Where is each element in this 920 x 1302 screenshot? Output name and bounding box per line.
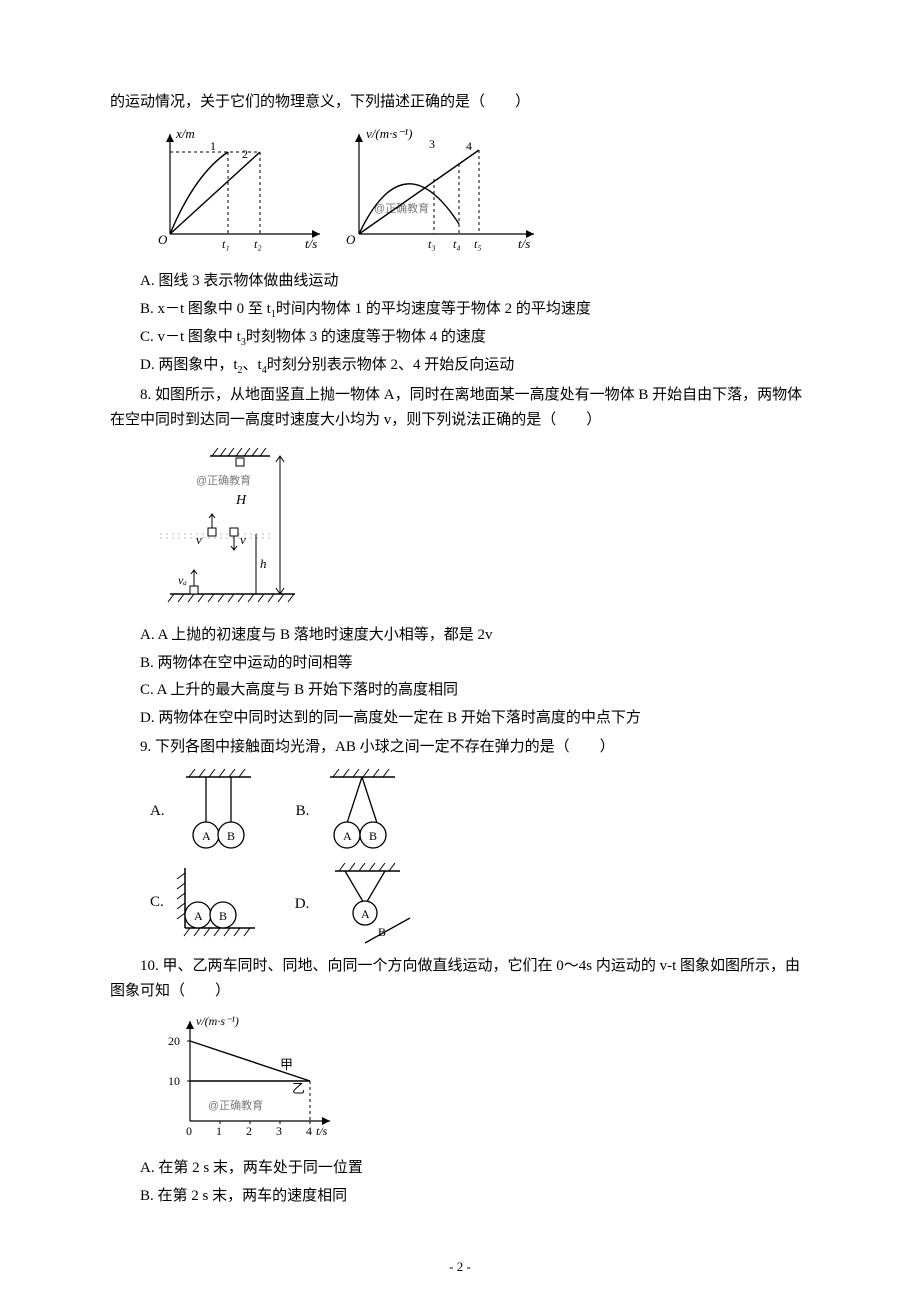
q9-D-ballA: A: [361, 907, 370, 921]
q7-stem-tail: 的运动情况，关于它们的物理意义，下列描述正确的是（ ）: [110, 90, 810, 116]
vt-line3-label: 3: [429, 137, 435, 151]
q10-xtick-1: 1: [216, 1124, 222, 1138]
q10-xtick-0: 0: [186, 1124, 192, 1138]
q10-xtick-3: 3: [276, 1124, 282, 1138]
xt-t2: t₂: [254, 237, 262, 251]
vt-line4-label: 4: [466, 139, 472, 153]
q9-D-ballB: B: [378, 925, 386, 939]
q10-xtick-2: 2: [246, 1124, 252, 1138]
q7-B-pre: B. x－t 图象中 0 至 t: [140, 301, 271, 317]
q9-C-label: C.: [150, 890, 164, 916]
q9-option-A: A. A B: [150, 767, 266, 857]
q9-A-ballB: B: [227, 829, 235, 843]
vt-t5: t₅: [474, 237, 482, 251]
q7-choice-D: D. 两图象中，t2、t4时刻分别表示物体 2、4 开始反向运动: [110, 353, 810, 379]
q10-figure: v/(m·s⁻¹) t/s 10 20 0 1 2 3 4 甲 乙 @正确教育: [160, 1011, 810, 1151]
q10-stem: 10. 甲、乙两车同时、同地、向同一个方向做直线运动，它们在 0～4s 内运动的…: [110, 954, 810, 1005]
q7-choice-A: A. 图线 3 表示物体做曲线运动: [110, 269, 810, 295]
vt-x-label: t/s: [518, 236, 530, 251]
q10-x-label: t/s: [316, 1124, 328, 1138]
q10-choice-A: A. 在第 2 s 末，两车处于同一位置: [110, 1156, 810, 1182]
q9-D-label: D.: [295, 892, 310, 918]
q8-figure: @正确教育 H v v h: [160, 444, 810, 614]
fig-xt-graph: x/m t/s O 1 2 t₁ t₂: [150, 124, 330, 264]
q8-stem: 8. 如图所示，从地面竖直上抛一物体 A，同时在离地面某一高度处有一物体 B 开…: [110, 383, 810, 434]
q10-y-label: v/(m·s⁻¹): [196, 1014, 239, 1028]
q7-choice-B: B. x－t 图象中 0 至 t1时间内物体 1 的平均速度等于物体 2 的平均…: [110, 297, 810, 323]
watermark-text: @正确教育: [374, 201, 429, 215]
vt-y-label: v/(m·s⁻¹): [366, 126, 413, 141]
q10-ytick-20: 20: [168, 1034, 180, 1048]
q9-option-D: D. A B: [295, 863, 416, 948]
q9-option-B: B. A B: [296, 767, 411, 857]
q8-v-right: v: [240, 532, 246, 547]
q7-figures: x/m t/s O 1 2 t₁ t₂: [150, 124, 810, 264]
q7-D-post: 时刻分别表示物体 2、4 开始反向运动: [267, 357, 515, 373]
q7-D-pre: D. 两图象中，t: [140, 357, 238, 373]
xt-line2-label: 2: [242, 147, 248, 161]
xt-x-label: t/s: [305, 236, 317, 251]
q9-B-ballA: A: [343, 829, 352, 843]
q10-watermark: @正确教育: [208, 1098, 263, 1112]
q9-A-ballA: A: [202, 829, 211, 843]
page-number: - 2 -: [0, 1256, 920, 1278]
q7-B-post: 时间内物体 1 的平均速度等于物体 2 的平均速度: [276, 301, 591, 317]
q7-C-pre: C. v－t 图象中 t: [140, 329, 241, 345]
q8-h: h: [260, 556, 267, 571]
vt-t4: t₄: [453, 237, 461, 251]
xt-line1-label: 1: [210, 139, 216, 153]
q9-figures: A. A B B.: [150, 767, 810, 948]
xt-origin: O: [158, 232, 168, 247]
fig-vt-graph: v/(m·s⁻¹) t/s O @正确教育 3 4 t₃ t₄ t₅: [334, 124, 544, 264]
vt-origin: O: [346, 232, 356, 247]
q7-D-mid: 、t: [243, 357, 262, 373]
q8-choice-A: A. A 上抛的初速度与 B 落地时速度大小相等，都是 2v: [110, 623, 810, 649]
xt-y-label: x/m: [175, 126, 195, 141]
q9-B-label: B.: [296, 799, 310, 825]
q10-choice-B: B. 在第 2 s 末，两车的速度相同: [110, 1184, 810, 1210]
q10-ytick-10: 10: [168, 1074, 180, 1088]
q10-jia-label: 甲: [280, 1057, 293, 1072]
q9-B-ballB: B: [369, 829, 377, 843]
q8-vA: vₐ: [178, 573, 187, 587]
q7-choice-C: C. v－t 图象中 t3时刻物体 3 的速度等于物体 4 的速度: [110, 325, 810, 351]
q7-C-post: 时刻物体 3 的速度等于物体 4 的速度: [246, 329, 486, 345]
q8-H: H: [235, 493, 247, 508]
q9-C-ballB: B: [219, 909, 227, 923]
vt-t3: t₃: [428, 237, 436, 251]
q9-A-label: A.: [150, 799, 165, 825]
q8-choice-C: C. A 上升的最大高度与 B 开始下落时的高度相同: [110, 678, 810, 704]
q8-choice-B: B. 两物体在空中运动的时间相等: [110, 651, 810, 677]
q9-C-ballA: A: [194, 909, 203, 923]
q9-option-C: C. A B: [150, 863, 265, 943]
q10-xtick-4: 4: [306, 1124, 312, 1138]
q10-yi-label: 乙: [292, 1081, 305, 1096]
q9-stem: 9. 下列各图中接触面均光滑，AB 小球之间一定不存在弹力的是（ ）: [110, 735, 810, 761]
q8-watermark: @正确教育: [196, 473, 251, 487]
xt-t1: t₁: [222, 237, 230, 251]
q8-v-left: v: [196, 532, 202, 547]
q8-choice-D: D. 两物体在空中同时达到的同一高度处一定在 B 开始下落时高度的中点下方: [110, 706, 810, 732]
